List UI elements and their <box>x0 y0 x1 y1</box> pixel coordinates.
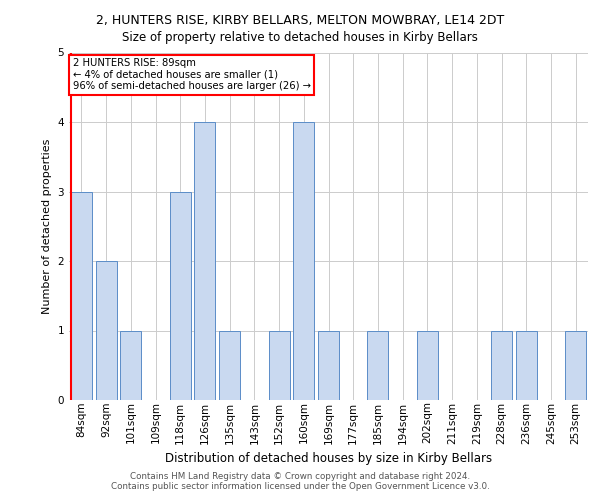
Y-axis label: Number of detached properties: Number of detached properties <box>42 138 52 314</box>
X-axis label: Distribution of detached houses by size in Kirby Bellars: Distribution of detached houses by size … <box>165 452 492 465</box>
Bar <box>219 330 240 400</box>
Text: Size of property relative to detached houses in Kirby Bellars: Size of property relative to detached ho… <box>122 31 478 44</box>
Text: Contains public sector information licensed under the Open Government Licence v3: Contains public sector information licen… <box>110 482 490 491</box>
Bar <box>318 330 339 400</box>
Bar <box>95 261 116 400</box>
Bar <box>71 192 92 400</box>
Text: 2 HUNTERS RISE: 89sqm
← 4% of detached houses are smaller (1)
96% of semi-detach: 2 HUNTERS RISE: 89sqm ← 4% of detached h… <box>73 58 311 92</box>
Bar <box>565 330 586 400</box>
Bar <box>516 330 537 400</box>
Bar <box>417 330 438 400</box>
Bar <box>170 192 191 400</box>
Bar <box>293 122 314 400</box>
Bar <box>367 330 388 400</box>
Bar <box>269 330 290 400</box>
Bar <box>491 330 512 400</box>
Text: 2, HUNTERS RISE, KIRBY BELLARS, MELTON MOWBRAY, LE14 2DT: 2, HUNTERS RISE, KIRBY BELLARS, MELTON M… <box>96 14 504 27</box>
Text: Contains HM Land Registry data © Crown copyright and database right 2024.: Contains HM Land Registry data © Crown c… <box>130 472 470 481</box>
Bar <box>120 330 141 400</box>
Bar <box>194 122 215 400</box>
